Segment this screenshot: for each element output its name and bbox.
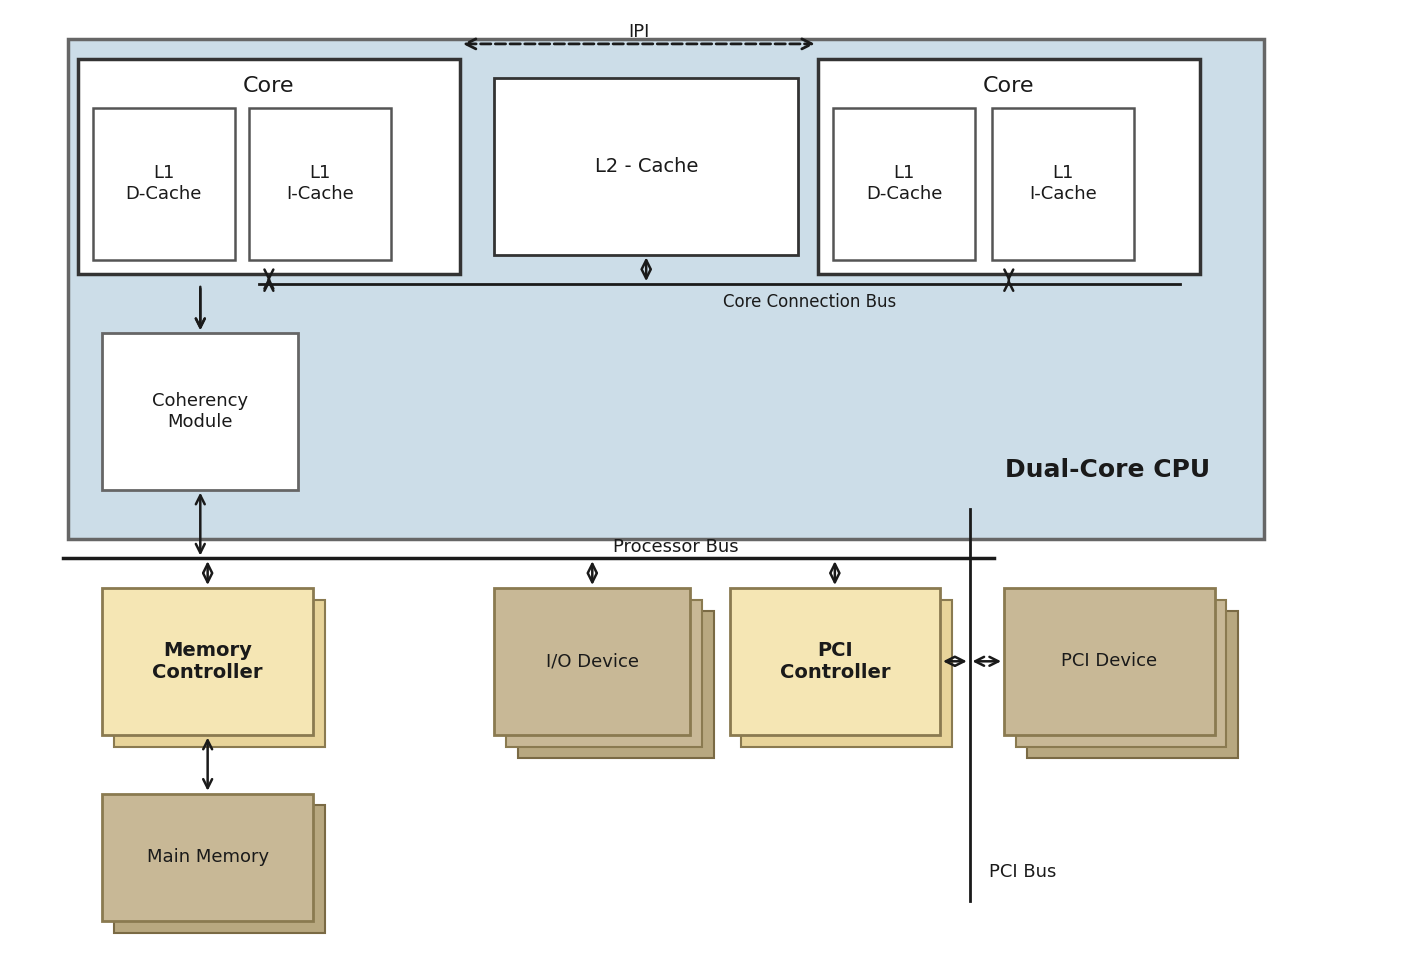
Bar [818, 59, 1200, 275]
Bar [93, 108, 234, 259]
Bar [250, 108, 392, 259]
Bar [103, 333, 299, 490]
Text: L1
D-Cache: L1 D-Cache [125, 164, 202, 203]
Text: Coherency
Module: Coherency Module [152, 392, 248, 431]
Text: Core Connection Bus: Core Connection Bus [723, 293, 897, 311]
Text: L1
I-Cache: L1 I-Cache [286, 164, 354, 203]
Text: Main Memory: Main Memory [147, 849, 269, 866]
Text: Core: Core [243, 76, 295, 96]
Text: Processor Bus: Processor Bus [613, 538, 739, 556]
Text: PCI Device: PCI Device [1062, 652, 1158, 670]
Bar [495, 78, 798, 254]
Bar [114, 600, 324, 747]
Bar [506, 600, 702, 747]
Text: PCI
Controller: PCI Controller [780, 641, 890, 682]
Bar [742, 600, 952, 747]
Text: Dual-Core CPU: Dual-Core CPU [1004, 458, 1210, 482]
Text: Memory
Controller: Memory Controller [152, 641, 262, 682]
Text: PCI Bus: PCI Bus [990, 863, 1056, 881]
Text: L1
I-Cache: L1 I-Cache [1029, 164, 1097, 203]
Bar [68, 39, 1263, 539]
Bar [495, 588, 691, 734]
Bar [103, 588, 313, 734]
Bar [114, 805, 324, 933]
Text: L2 - Cache: L2 - Cache [595, 156, 698, 176]
Text: L1
D-Cache: L1 D-Cache [866, 164, 943, 203]
Bar [993, 108, 1134, 259]
Bar [833, 108, 976, 259]
Bar [729, 588, 940, 734]
Text: I/O Device: I/O Device [546, 652, 639, 670]
Text: Core: Core [983, 76, 1035, 96]
Bar [103, 794, 313, 921]
Bar [1028, 612, 1238, 758]
Bar [1004, 588, 1214, 734]
Bar [1015, 600, 1227, 747]
Text: IPI: IPI [629, 23, 650, 41]
Bar [517, 612, 713, 758]
Bar [78, 59, 460, 275]
